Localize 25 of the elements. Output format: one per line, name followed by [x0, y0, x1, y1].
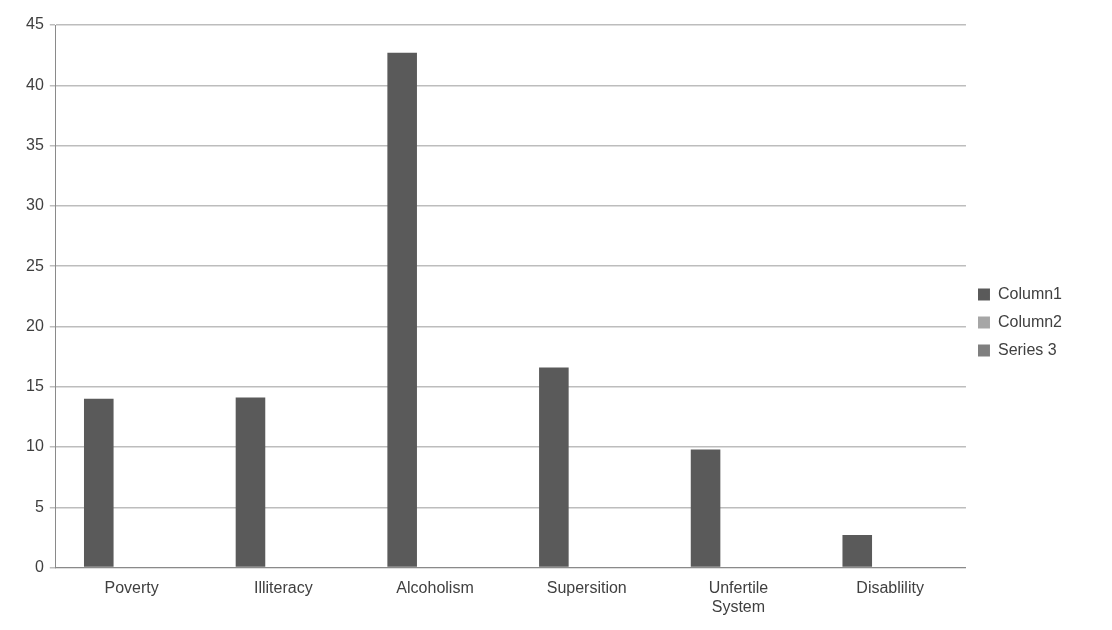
y-tick-label: 30	[26, 196, 44, 214]
bar	[842, 535, 873, 567]
bar	[539, 367, 569, 567]
x-tick-label: Alcoholism	[396, 578, 474, 596]
y-tick-label: 25	[26, 256, 44, 274]
bar	[235, 397, 266, 567]
y-tick-label: 0	[34, 558, 44, 576]
y-tick-label: 35	[26, 135, 44, 153]
bar	[387, 52, 417, 567]
legend-label: Column1	[997, 284, 1063, 302]
bar	[690, 449, 721, 567]
bar	[83, 398, 114, 567]
x-tick-label: Poverty	[104, 578, 159, 596]
y-tick-label: 20	[26, 316, 44, 334]
y-tick-label: 10	[26, 437, 44, 455]
y-tick-label: 15	[26, 377, 44, 395]
legend-label: Series 3	[997, 340, 1057, 358]
y-tick-label: 5	[34, 497, 44, 515]
legend-label: Column2	[997, 312, 1063, 330]
x-tick-label: Disablility	[856, 578, 924, 596]
y-tick-label: 45	[26, 15, 44, 33]
x-tick-label: Supersition	[546, 578, 627, 596]
x-tick-label: Unfertile System	[708, 578, 769, 615]
x-tick-label: Illiteracy	[254, 578, 313, 596]
y-tick-label: 40	[26, 75, 44, 93]
